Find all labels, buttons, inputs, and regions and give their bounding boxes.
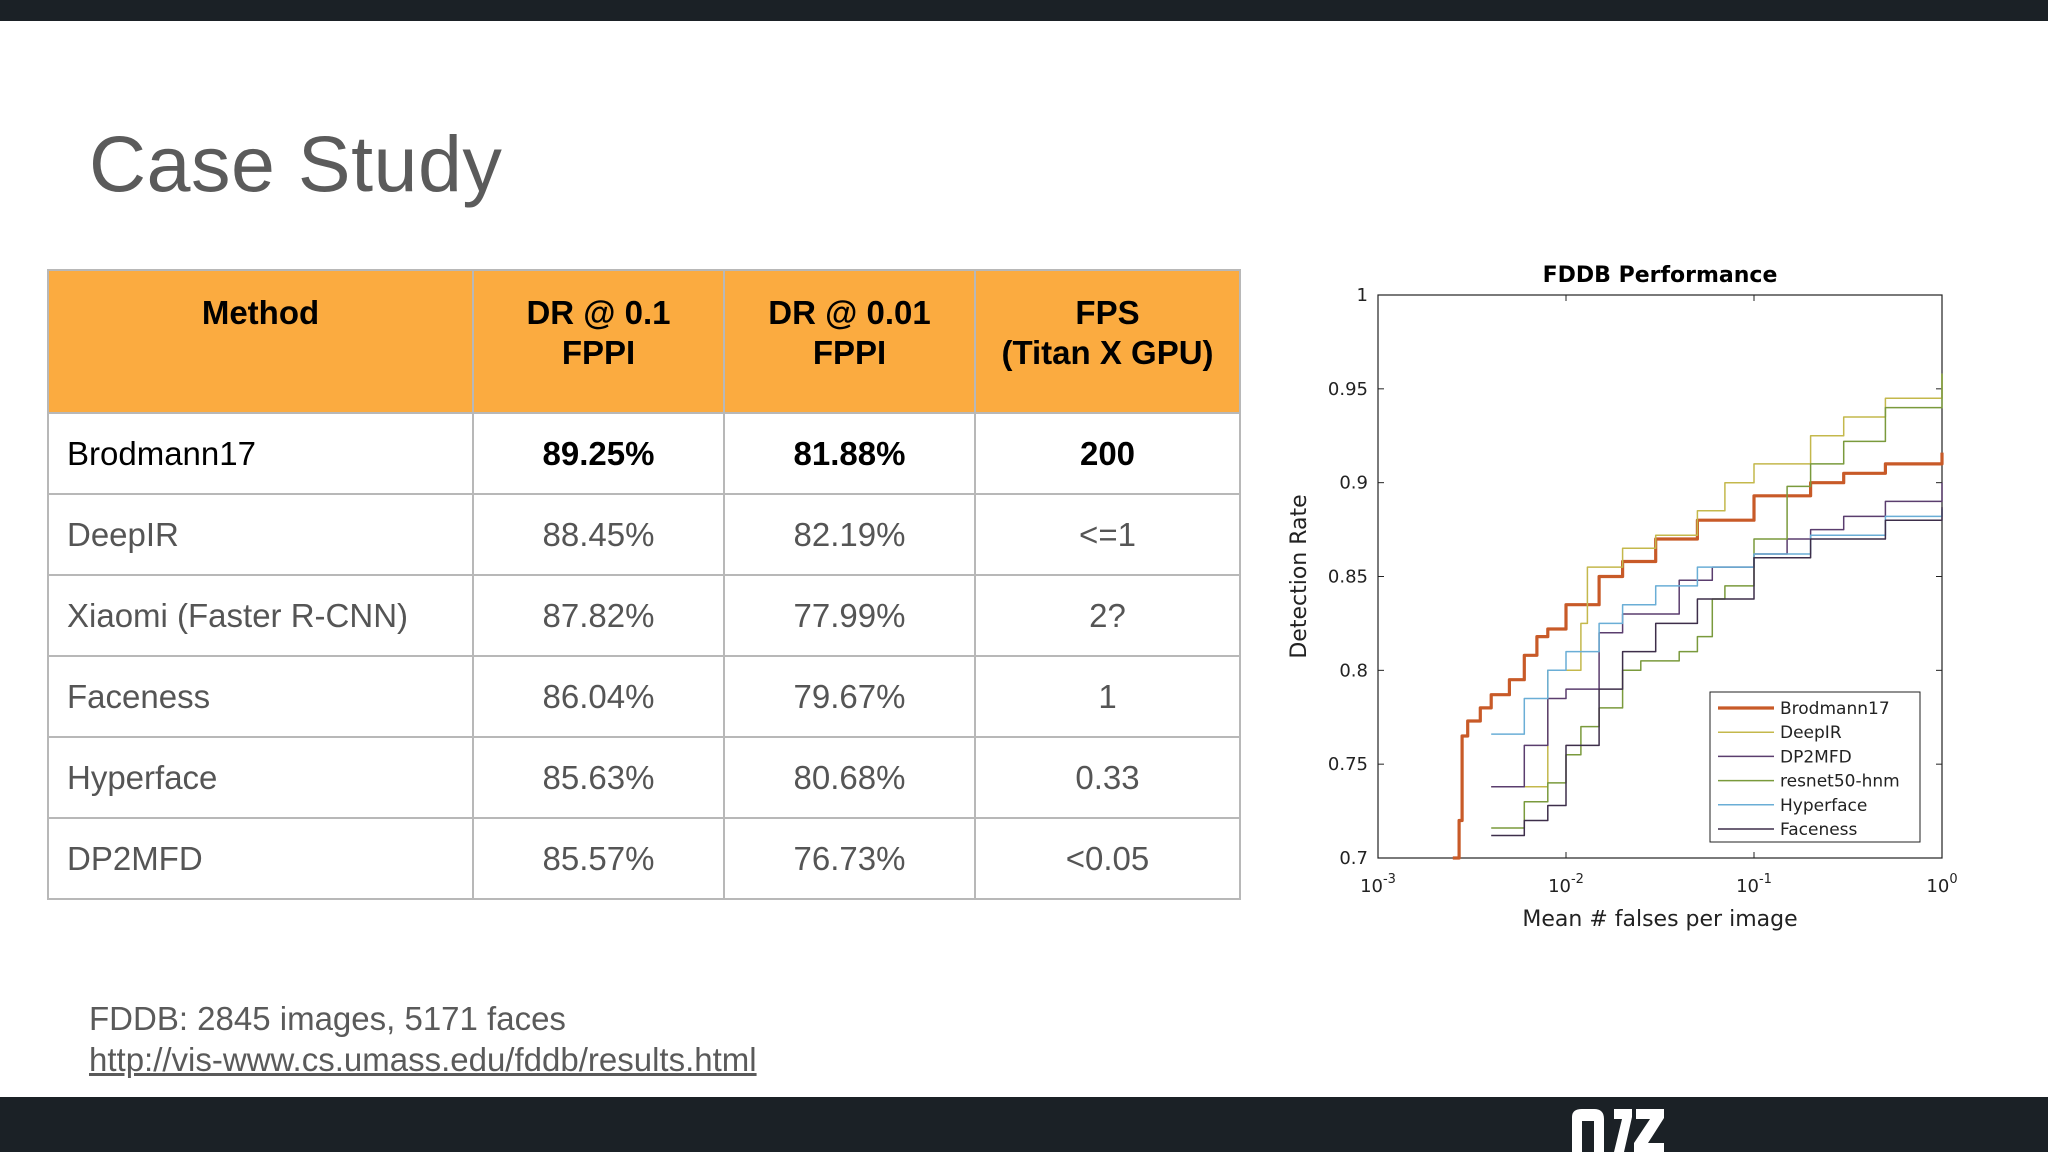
y-tick-label: 1	[1357, 285, 1368, 306]
cell-method: Xiaomi (Faster R-CNN)	[47, 574, 474, 657]
results-table: Method DR @ 0.1 FPPI DR @ 0.01 FPPI FPS …	[47, 269, 1241, 900]
series-line-deepir	[1491, 373, 1943, 788]
fddb-chart: FDDB Performance 0.7 0.75 0.8 0.85 0.9 0.95 1 10…	[1287, 263, 1958, 932]
results-link[interactable]: http://vis-www.cs.umass.edu/fddb/results…	[89, 1041, 757, 1078]
header-dr01-line1: DR @ 0.1	[526, 294, 671, 331]
legend-label: resnet50-hnm	[1780, 772, 1900, 792]
table-row: Brodmann17 89.25% 81.88% 200	[47, 412, 1241, 495]
header-fps-line2: (Titan X GPU)	[1001, 334, 1214, 371]
series-line-dp2mfd	[1491, 482, 1943, 788]
cell-dr001: 77.99%	[723, 574, 976, 657]
y-tick-label: 0.85	[1328, 567, 1368, 588]
chart-title: FDDB Performance	[1543, 263, 1778, 288]
cell-dr001: 79.67%	[723, 655, 976, 738]
header-fps: FPS (Titan X GPU)	[974, 269, 1241, 414]
cell-method: Hyperface	[47, 736, 474, 819]
slide-title: Case Study	[89, 119, 503, 208]
cell-dr01: 87.82%	[472, 574, 725, 657]
top-bar	[0, 0, 2048, 21]
bottom-bar	[0, 1097, 2048, 1152]
cell-dr01: 86.04%	[472, 655, 725, 738]
legend-label: DeepIR	[1780, 723, 1842, 743]
series-line-hyperface	[1491, 508, 1943, 735]
series-line-faceness	[1491, 507, 1943, 837]
legend-label: Brodmann17	[1780, 699, 1890, 719]
legend-label: DP2MFD	[1780, 747, 1852, 767]
legend-label: Faceness	[1780, 820, 1858, 840]
cell-dr001: 82.19%	[723, 493, 976, 576]
cell-method: DP2MFD	[47, 817, 474, 900]
cell-fps: 200	[974, 412, 1241, 495]
cell-fps: <0.05	[974, 817, 1241, 900]
y-tick-label: 0.75	[1328, 754, 1368, 775]
cell-dr001: 81.88%	[723, 412, 976, 495]
header-dr001: DR @ 0.01 FPPI	[723, 269, 976, 414]
y-tick-label: 0.7	[1339, 848, 1368, 869]
dataset-info: FDDB: 2845 images, 5171 faces	[89, 1000, 566, 1037]
header-dr001-line2: FPPI	[812, 334, 887, 371]
legend-box	[1709, 691, 1921, 843]
y-tick-label: 0.8	[1339, 660, 1368, 681]
cell-dr01: 89.25%	[472, 412, 725, 495]
x-tick-label: 100	[1926, 872, 1957, 897]
cell-fps: 0.33	[974, 736, 1241, 819]
y-tick-label: 0.95	[1328, 379, 1368, 400]
x-tick-label: 10-3	[1360, 872, 1396, 897]
cell-fps: <=1	[974, 493, 1241, 576]
header-fps-line1: FPS	[1075, 294, 1140, 331]
cell-dr01: 85.57%	[472, 817, 725, 900]
cell-dr01: 85.63%	[472, 736, 725, 819]
x-tick-label: 10-1	[1736, 872, 1772, 897]
header-dr01: DR @ 0.1 FPPI	[472, 269, 725, 414]
x-axis-label: Mean # falses per image	[1522, 907, 1797, 932]
table-header-row: Method DR @ 0.1 FPPI DR @ 0.01 FPPI FPS …	[47, 269, 1241, 414]
y-tick-label: 0.9	[1339, 473, 1368, 494]
table-row: Faceness 86.04% 79.67% 1	[47, 655, 1241, 738]
cell-dr01: 88.45%	[472, 493, 725, 576]
table-row: Hyperface 85.63% 80.68% 0.33	[47, 736, 1241, 819]
table-row: DP2MFD 85.57% 76.73% <0.05	[47, 817, 1241, 900]
logo-icon	[1572, 1109, 1664, 1152]
y-axis-label: Detection Rate	[1287, 494, 1312, 658]
cell-fps: 2?	[974, 574, 1241, 657]
table-row: DeepIR 88.45% 82.19% <=1	[47, 493, 1241, 576]
header-method-label: Method	[201, 294, 320, 331]
cell-method: DeepIR	[47, 493, 474, 576]
cell-fps: 1	[974, 655, 1241, 738]
footer: FDDB: 2845 images, 5171 faces http://vis…	[89, 998, 757, 1080]
legend-label: Hyperface	[1780, 796, 1867, 816]
cell-dr001: 76.73%	[723, 817, 976, 900]
cell-dr001: 80.68%	[723, 736, 976, 819]
table-row: Xiaomi (Faster R-CNN) 87.82% 77.99% 2?	[47, 574, 1241, 657]
x-tick-label: 10-2	[1548, 872, 1584, 897]
header-dr01-line2: FPPI	[561, 334, 636, 371]
cell-method: Brodmann17	[47, 412, 474, 495]
header-method: Method	[47, 269, 474, 414]
header-dr001-line1: DR @ 0.01	[768, 294, 931, 331]
cell-method: Faceness	[47, 655, 474, 738]
